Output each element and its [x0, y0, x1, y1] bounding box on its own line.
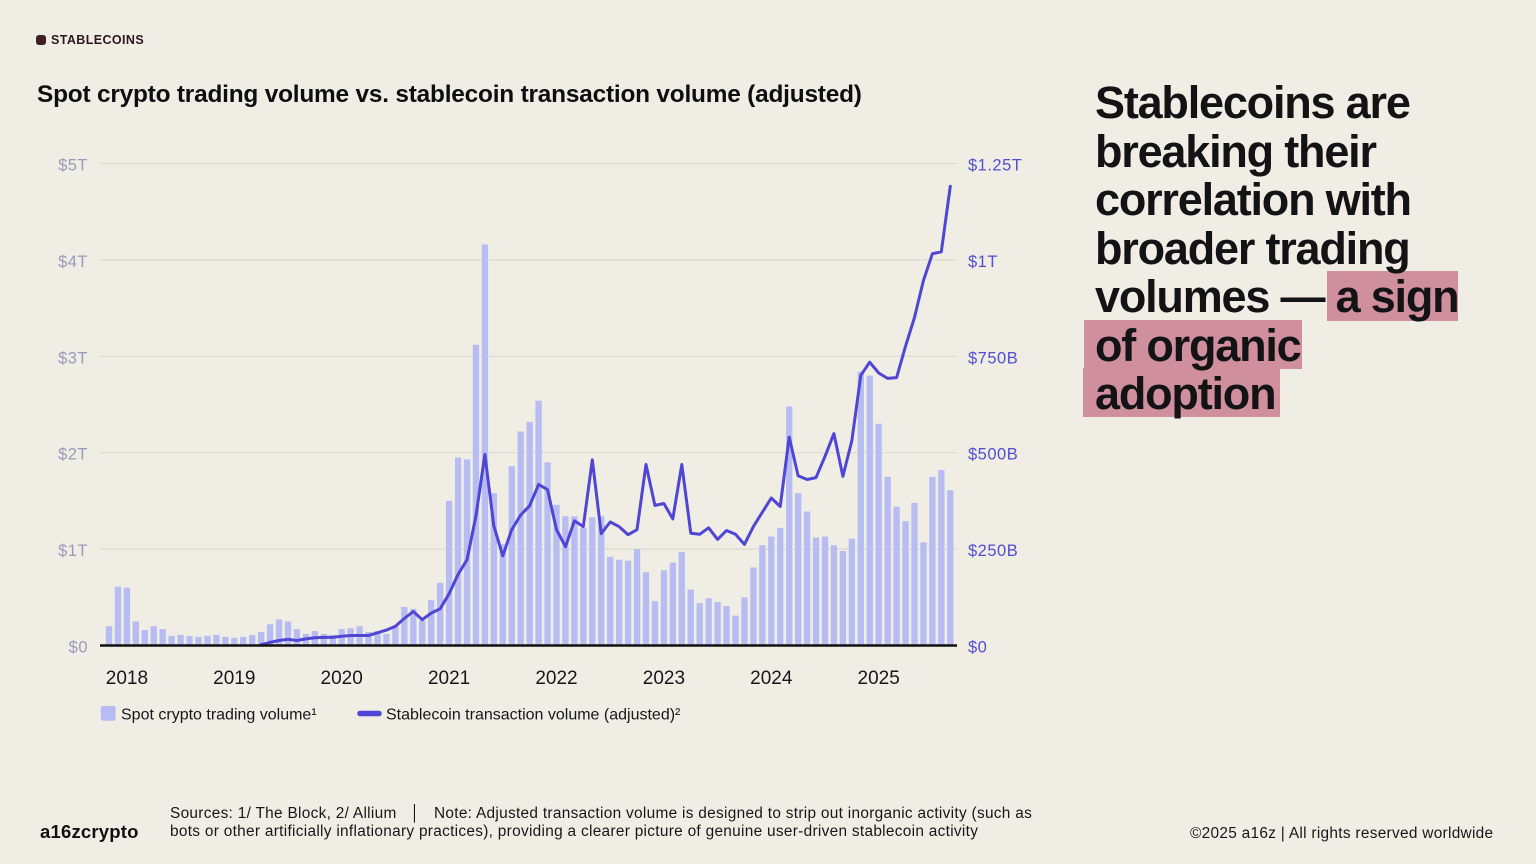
svg-text:2020: 2020: [321, 668, 363, 689]
svg-text:2024: 2024: [750, 668, 793, 689]
svg-text:2018: 2018: [106, 668, 148, 689]
svg-text:$750B: $750B: [968, 349, 1018, 367]
svg-text:$0: $0: [69, 639, 88, 657]
svg-text:$250B: $250B: [968, 542, 1018, 560]
svg-text:$0: $0: [968, 639, 987, 657]
svg-text:$500B: $500B: [968, 446, 1018, 464]
svg-text:2023: 2023: [643, 668, 685, 689]
svg-text:Spot crypto trading volume¹: Spot crypto trading volume¹: [121, 707, 317, 724]
svg-text:Stablecoin transaction volume: Stablecoin transaction volume (adjusted)…: [386, 707, 681, 724]
svg-text:$2T: $2T: [58, 446, 88, 464]
svg-text:2021: 2021: [428, 668, 470, 689]
svg-text:2025: 2025: [858, 668, 900, 689]
svg-text:$1T: $1T: [968, 253, 998, 271]
svg-text:2019: 2019: [213, 668, 255, 689]
svg-text:$1T: $1T: [58, 542, 88, 560]
svg-text:$5T: $5T: [58, 157, 88, 175]
svg-text:$4T: $4T: [58, 253, 88, 271]
svg-text:2022: 2022: [535, 668, 577, 689]
svg-text:$1.25T: $1.25T: [968, 157, 1022, 175]
svg-text:$3T: $3T: [58, 349, 88, 367]
